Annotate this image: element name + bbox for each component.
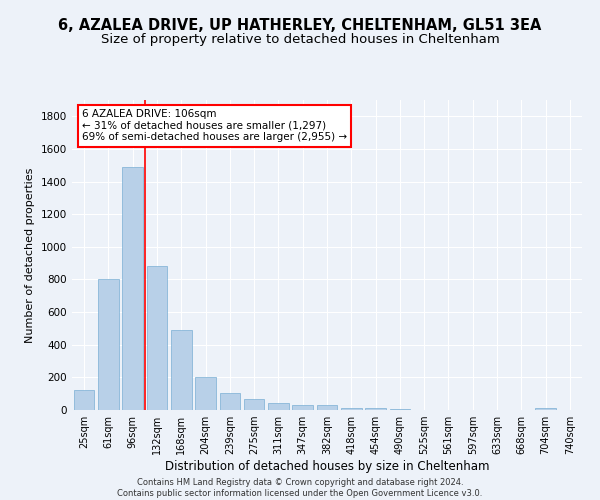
Bar <box>535 408 556 410</box>
Bar <box>244 400 265 410</box>
Text: Size of property relative to detached houses in Cheltenham: Size of property relative to detached ho… <box>101 32 499 46</box>
Bar <box>220 393 240 410</box>
Bar <box>146 266 167 410</box>
Bar <box>389 409 410 410</box>
Bar <box>317 406 337 410</box>
Bar <box>341 408 362 410</box>
Text: Contains HM Land Registry data © Crown copyright and database right 2024.
Contai: Contains HM Land Registry data © Crown c… <box>118 478 482 498</box>
Bar <box>122 167 143 410</box>
Bar <box>292 405 313 410</box>
Bar <box>268 402 289 410</box>
Bar <box>171 330 191 410</box>
Bar <box>74 390 94 410</box>
Bar <box>365 408 386 410</box>
X-axis label: Distribution of detached houses by size in Cheltenham: Distribution of detached houses by size … <box>165 460 489 473</box>
Bar <box>195 376 216 410</box>
Y-axis label: Number of detached properties: Number of detached properties <box>25 168 35 342</box>
Text: 6 AZALEA DRIVE: 106sqm
← 31% of detached houses are smaller (1,297)
69% of semi-: 6 AZALEA DRIVE: 106sqm ← 31% of detached… <box>82 110 347 142</box>
Bar <box>98 280 119 410</box>
Text: 6, AZALEA DRIVE, UP HATHERLEY, CHELTENHAM, GL51 3EA: 6, AZALEA DRIVE, UP HATHERLEY, CHELTENHA… <box>58 18 542 32</box>
